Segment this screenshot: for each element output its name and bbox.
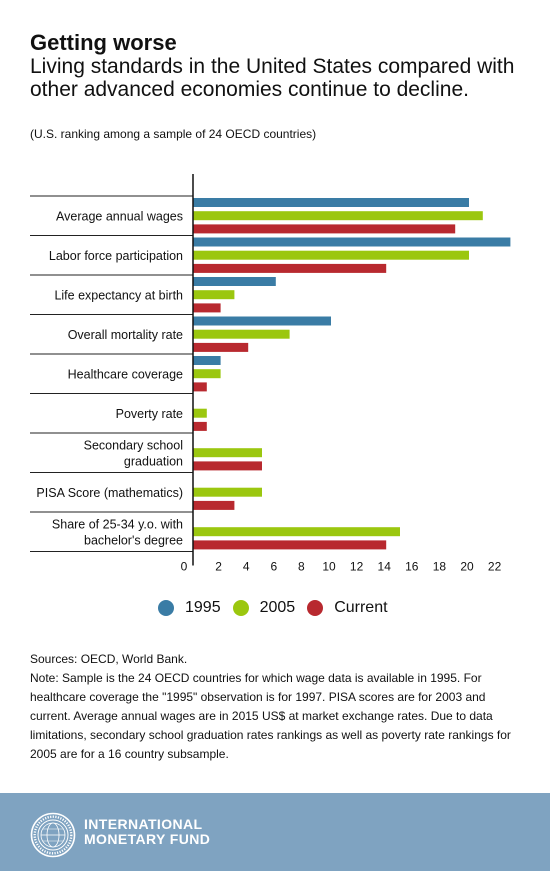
bar-current-8: [193, 540, 387, 550]
bar-2005-2: [193, 290, 235, 300]
legend-swatch-current: [307, 600, 324, 616]
category-label: Secondary school: [84, 438, 183, 452]
x-tick-label: 2: [215, 560, 222, 574]
imf-wordmark-line2: MONETARY FUND: [84, 831, 211, 847]
x-tick-label: 14: [378, 560, 392, 574]
category-label: PISA Score (mathematics): [36, 486, 183, 500]
bar-2005-1: [193, 250, 469, 260]
imf-wordmark: INTERNATIONAL MONETARY FUND: [84, 817, 210, 847]
bar-current-3: [193, 342, 249, 352]
x-tick-label: 4: [243, 560, 250, 574]
x-tick-label: 18: [433, 560, 447, 574]
category-label: bachelor's degree: [84, 533, 183, 547]
x-tick-label: 6: [270, 560, 277, 574]
bar-2005-6: [193, 448, 262, 458]
x-tick-label: 10: [322, 560, 336, 574]
category-label: Poverty rate: [116, 407, 183, 421]
category-label: Share of 25-34 y.o. with: [52, 517, 183, 531]
legend-label-1995: 1995: [185, 599, 221, 616]
footnote-text: Note: Sample is the 24 OECD countries fo…: [30, 671, 511, 761]
bar-2005-0: [193, 211, 483, 221]
bar-current-7: [193, 500, 235, 510]
bar-current-1: [193, 263, 387, 273]
x-tick-label: 8: [298, 560, 305, 574]
bar-1995-0: [193, 198, 469, 207]
bar-current-2: [193, 303, 221, 313]
sources-text: Sources: OECD, World Bank.: [30, 652, 188, 666]
bar-1995-4: [193, 356, 221, 365]
legend-item-1995: 1995: [158, 599, 221, 617]
chart-legend: 1995 2005 Current: [158, 597, 400, 619]
chart-title: Getting worse: [30, 30, 177, 55]
bar-1995-2: [193, 277, 276, 286]
chart-subtitle: Living standards in the United States co…: [30, 55, 515, 101]
x-tick-label: 16: [405, 560, 419, 574]
footer-banner: INTERNATIONAL MONETARY FUND: [0, 793, 550, 871]
category-label: Labor force participation: [49, 249, 183, 263]
x-tick-label: 12: [350, 560, 364, 574]
category-label: Healthcare coverage: [68, 367, 183, 381]
category-label: Overall mortality rate: [68, 328, 183, 342]
legend-item-2005: 2005: [232, 599, 296, 617]
bar-chart: Average annual wages Labor force particip…: [30, 174, 511, 574]
chart-scope-note: (U.S. ranking among a sample of 24 OECD …: [30, 127, 317, 141]
legend-item-current: Current: [307, 599, 388, 617]
bar-current-0: [193, 224, 456, 234]
bar-2005-3: [193, 329, 290, 339]
x-tick-label: 22: [488, 560, 502, 574]
category-label: Average annual wages: [56, 209, 183, 223]
imf-seal-icon: [30, 812, 76, 858]
bar-2005-5: [193, 408, 207, 418]
imf-wordmark-line1: INTERNATIONAL: [84, 816, 203, 832]
bar-1995-1: [193, 237, 511, 247]
bar-2005-8: [193, 527, 400, 537]
legend-swatch-1995: [158, 600, 174, 616]
bar-1995-3: [193, 316, 331, 326]
x-tick-label: 20: [460, 560, 474, 574]
bar-current-5: [193, 421, 207, 431]
category-label: graduation: [124, 454, 183, 468]
legend-swatch-2005: [232, 600, 249, 616]
legend-label-current: Current: [334, 599, 388, 616]
legend-label-2005: 2005: [259, 599, 296, 616]
x-tick-label: 0: [181, 560, 188, 574]
category-label: Life expectancy at birth: [54, 288, 183, 302]
bar-current-4: [193, 382, 207, 392]
bar-2005-7: [193, 487, 262, 497]
bar-2005-4: [193, 369, 221, 379]
bar-current-6: [193, 461, 262, 471]
